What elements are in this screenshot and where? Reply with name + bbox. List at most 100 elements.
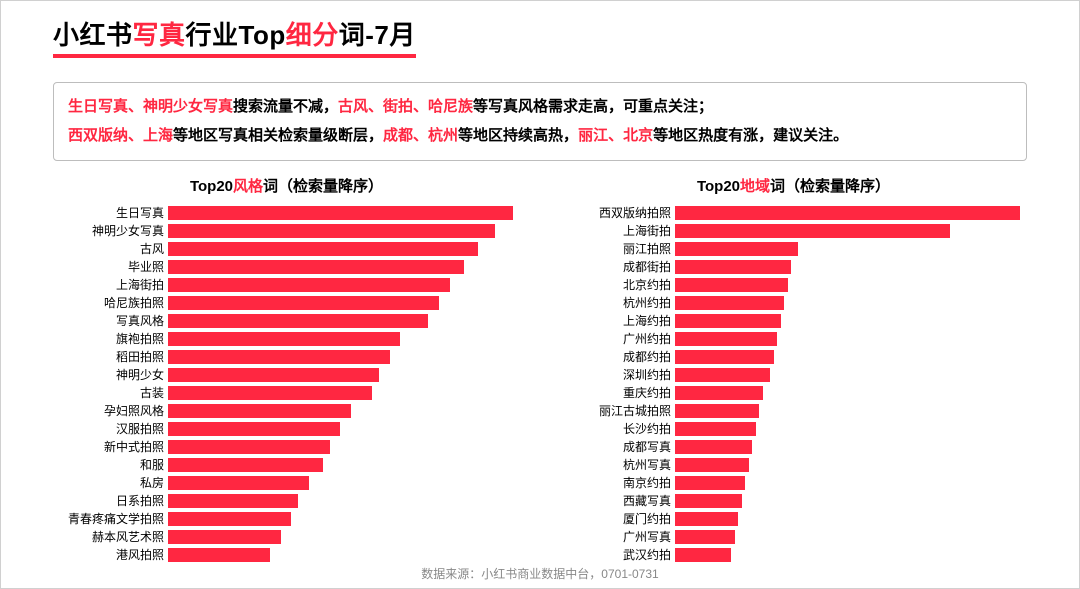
bar-label: 成都街拍 bbox=[560, 258, 675, 275]
chart-right-bars: 西双版纳拍照上海街拍丽江拍照成都街拍北京约拍杭州约拍上海约拍广州约拍成都约拍深圳… bbox=[560, 204, 1027, 564]
bar-fill bbox=[168, 548, 270, 562]
bar-row: 重庆约拍 bbox=[560, 384, 1027, 402]
bar-fill bbox=[168, 314, 428, 328]
bar-label: 汉服拍照 bbox=[53, 420, 168, 437]
bar-row: 成都街拍 bbox=[560, 258, 1027, 276]
bar-row: 丽江拍照 bbox=[560, 240, 1027, 258]
bar-label: 生日写真 bbox=[53, 204, 168, 221]
bar-label: 青春疼痛文学拍照 bbox=[53, 510, 168, 527]
bar-track bbox=[675, 206, 1027, 220]
bar-track bbox=[675, 260, 1027, 274]
bar-row: 新中式拍照 bbox=[53, 438, 520, 456]
bar-row: 长沙约拍 bbox=[560, 420, 1027, 438]
bar-track bbox=[168, 260, 520, 274]
bar-row: 北京约拍 bbox=[560, 276, 1027, 294]
bar-track bbox=[168, 332, 520, 346]
bar-fill bbox=[168, 368, 379, 382]
bar-fill bbox=[675, 494, 742, 508]
bar-track bbox=[675, 242, 1027, 256]
bar-row: 成都写真 bbox=[560, 438, 1027, 456]
bar-label: 私房 bbox=[53, 474, 168, 491]
bar-track bbox=[168, 242, 520, 256]
bar-label: 写真风格 bbox=[53, 312, 168, 329]
bar-label: 古风 bbox=[53, 240, 168, 257]
bar-row: 广州写真 bbox=[560, 528, 1027, 546]
bar-row: 赫本风艺术照 bbox=[53, 528, 520, 546]
bar-track bbox=[675, 332, 1027, 346]
bar-fill bbox=[168, 224, 495, 238]
bar-fill bbox=[168, 206, 513, 220]
bar-track bbox=[168, 350, 520, 364]
bar-label: 上海街拍 bbox=[560, 222, 675, 239]
bar-track bbox=[168, 278, 520, 292]
bar-label: 重庆约拍 bbox=[560, 384, 675, 401]
bar-row: 厦门约拍 bbox=[560, 510, 1027, 528]
bar-track bbox=[675, 404, 1027, 418]
bar-row: 成都约拍 bbox=[560, 348, 1027, 366]
chart-left-title: Top20风格词（检索量降序） bbox=[53, 175, 520, 196]
bar-row: 神明少女写真 bbox=[53, 222, 520, 240]
charts-container: Top20风格词（检索量降序） 生日写真神明少女写真古风毕业照上海街拍哈尼族拍照… bbox=[53, 175, 1027, 564]
bar-fill bbox=[168, 458, 323, 472]
bar-row: 稻田拍照 bbox=[53, 348, 520, 366]
bar-label: 杭州写真 bbox=[560, 456, 675, 473]
bar-fill bbox=[168, 260, 464, 274]
bar-track bbox=[168, 314, 520, 328]
bar-track bbox=[675, 548, 1027, 562]
bar-label: 杭州约拍 bbox=[560, 294, 675, 311]
bar-row: 杭州约拍 bbox=[560, 294, 1027, 312]
bar-label: 新中式拍照 bbox=[53, 438, 168, 455]
bar-row: 古风 bbox=[53, 240, 520, 258]
bar-track bbox=[168, 440, 520, 454]
chart-left-bars: 生日写真神明少女写真古风毕业照上海街拍哈尼族拍照写真风格旗袍拍照稻田拍照神明少女… bbox=[53, 204, 520, 564]
bar-track bbox=[675, 368, 1027, 382]
bar-fill bbox=[675, 368, 770, 382]
bar-label: 厦门约拍 bbox=[560, 510, 675, 527]
bar-fill bbox=[675, 404, 759, 418]
bar-label: 和服 bbox=[53, 456, 168, 473]
bar-fill bbox=[675, 350, 774, 364]
bar-track bbox=[675, 278, 1027, 292]
bar-label: 旗袍拍照 bbox=[53, 330, 168, 347]
bar-track bbox=[168, 494, 520, 508]
bar-row: 南京约拍 bbox=[560, 474, 1027, 492]
bar-track bbox=[675, 476, 1027, 490]
bar-track bbox=[168, 458, 520, 472]
bar-label: 成都约拍 bbox=[560, 348, 675, 365]
bar-track bbox=[168, 476, 520, 490]
bar-track bbox=[168, 548, 520, 562]
bar-row: 杭州写真 bbox=[560, 456, 1027, 474]
bar-fill bbox=[675, 278, 788, 292]
bar-fill bbox=[168, 296, 439, 310]
bar-fill bbox=[168, 422, 340, 436]
bar-track bbox=[168, 206, 520, 220]
bar-fill bbox=[168, 404, 351, 418]
bar-label: 神明少女写真 bbox=[53, 222, 168, 239]
bar-label: 港风拍照 bbox=[53, 546, 168, 563]
page-header: 小红书写真行业Top细分词-7月 bbox=[1, 1, 1079, 58]
bar-fill bbox=[675, 458, 749, 472]
bar-label: 毕业照 bbox=[53, 258, 168, 275]
bar-label: 西双版纳拍照 bbox=[560, 204, 675, 221]
bar-track bbox=[675, 440, 1027, 454]
bar-row: 深圳约拍 bbox=[560, 366, 1027, 384]
bar-fill bbox=[168, 332, 400, 346]
bar-label: 上海约拍 bbox=[560, 312, 675, 329]
bar-fill bbox=[675, 548, 731, 562]
bar-row: 孕妇照风格 bbox=[53, 402, 520, 420]
bar-fill bbox=[675, 512, 738, 526]
data-source-footer: 数据来源：小红书商业数据中台，0701-0731 bbox=[1, 565, 1079, 582]
bar-label: 上海街拍 bbox=[53, 276, 168, 293]
bar-fill bbox=[168, 512, 291, 526]
bar-label: 长沙约拍 bbox=[560, 420, 675, 437]
bar-fill bbox=[168, 350, 390, 364]
bar-fill bbox=[675, 440, 752, 454]
bar-track bbox=[168, 530, 520, 544]
bar-fill bbox=[168, 386, 372, 400]
bar-row: 毕业照 bbox=[53, 258, 520, 276]
summary-box: 生日写真、神明少女写真搜索流量不减，古风、街拍、哈尼族等写真风格需求走高，可重点… bbox=[53, 82, 1027, 161]
bar-fill bbox=[675, 332, 777, 346]
bar-label: 北京约拍 bbox=[560, 276, 675, 293]
bar-row: 武汉约拍 bbox=[560, 546, 1027, 564]
bar-label: 武汉约拍 bbox=[560, 546, 675, 563]
